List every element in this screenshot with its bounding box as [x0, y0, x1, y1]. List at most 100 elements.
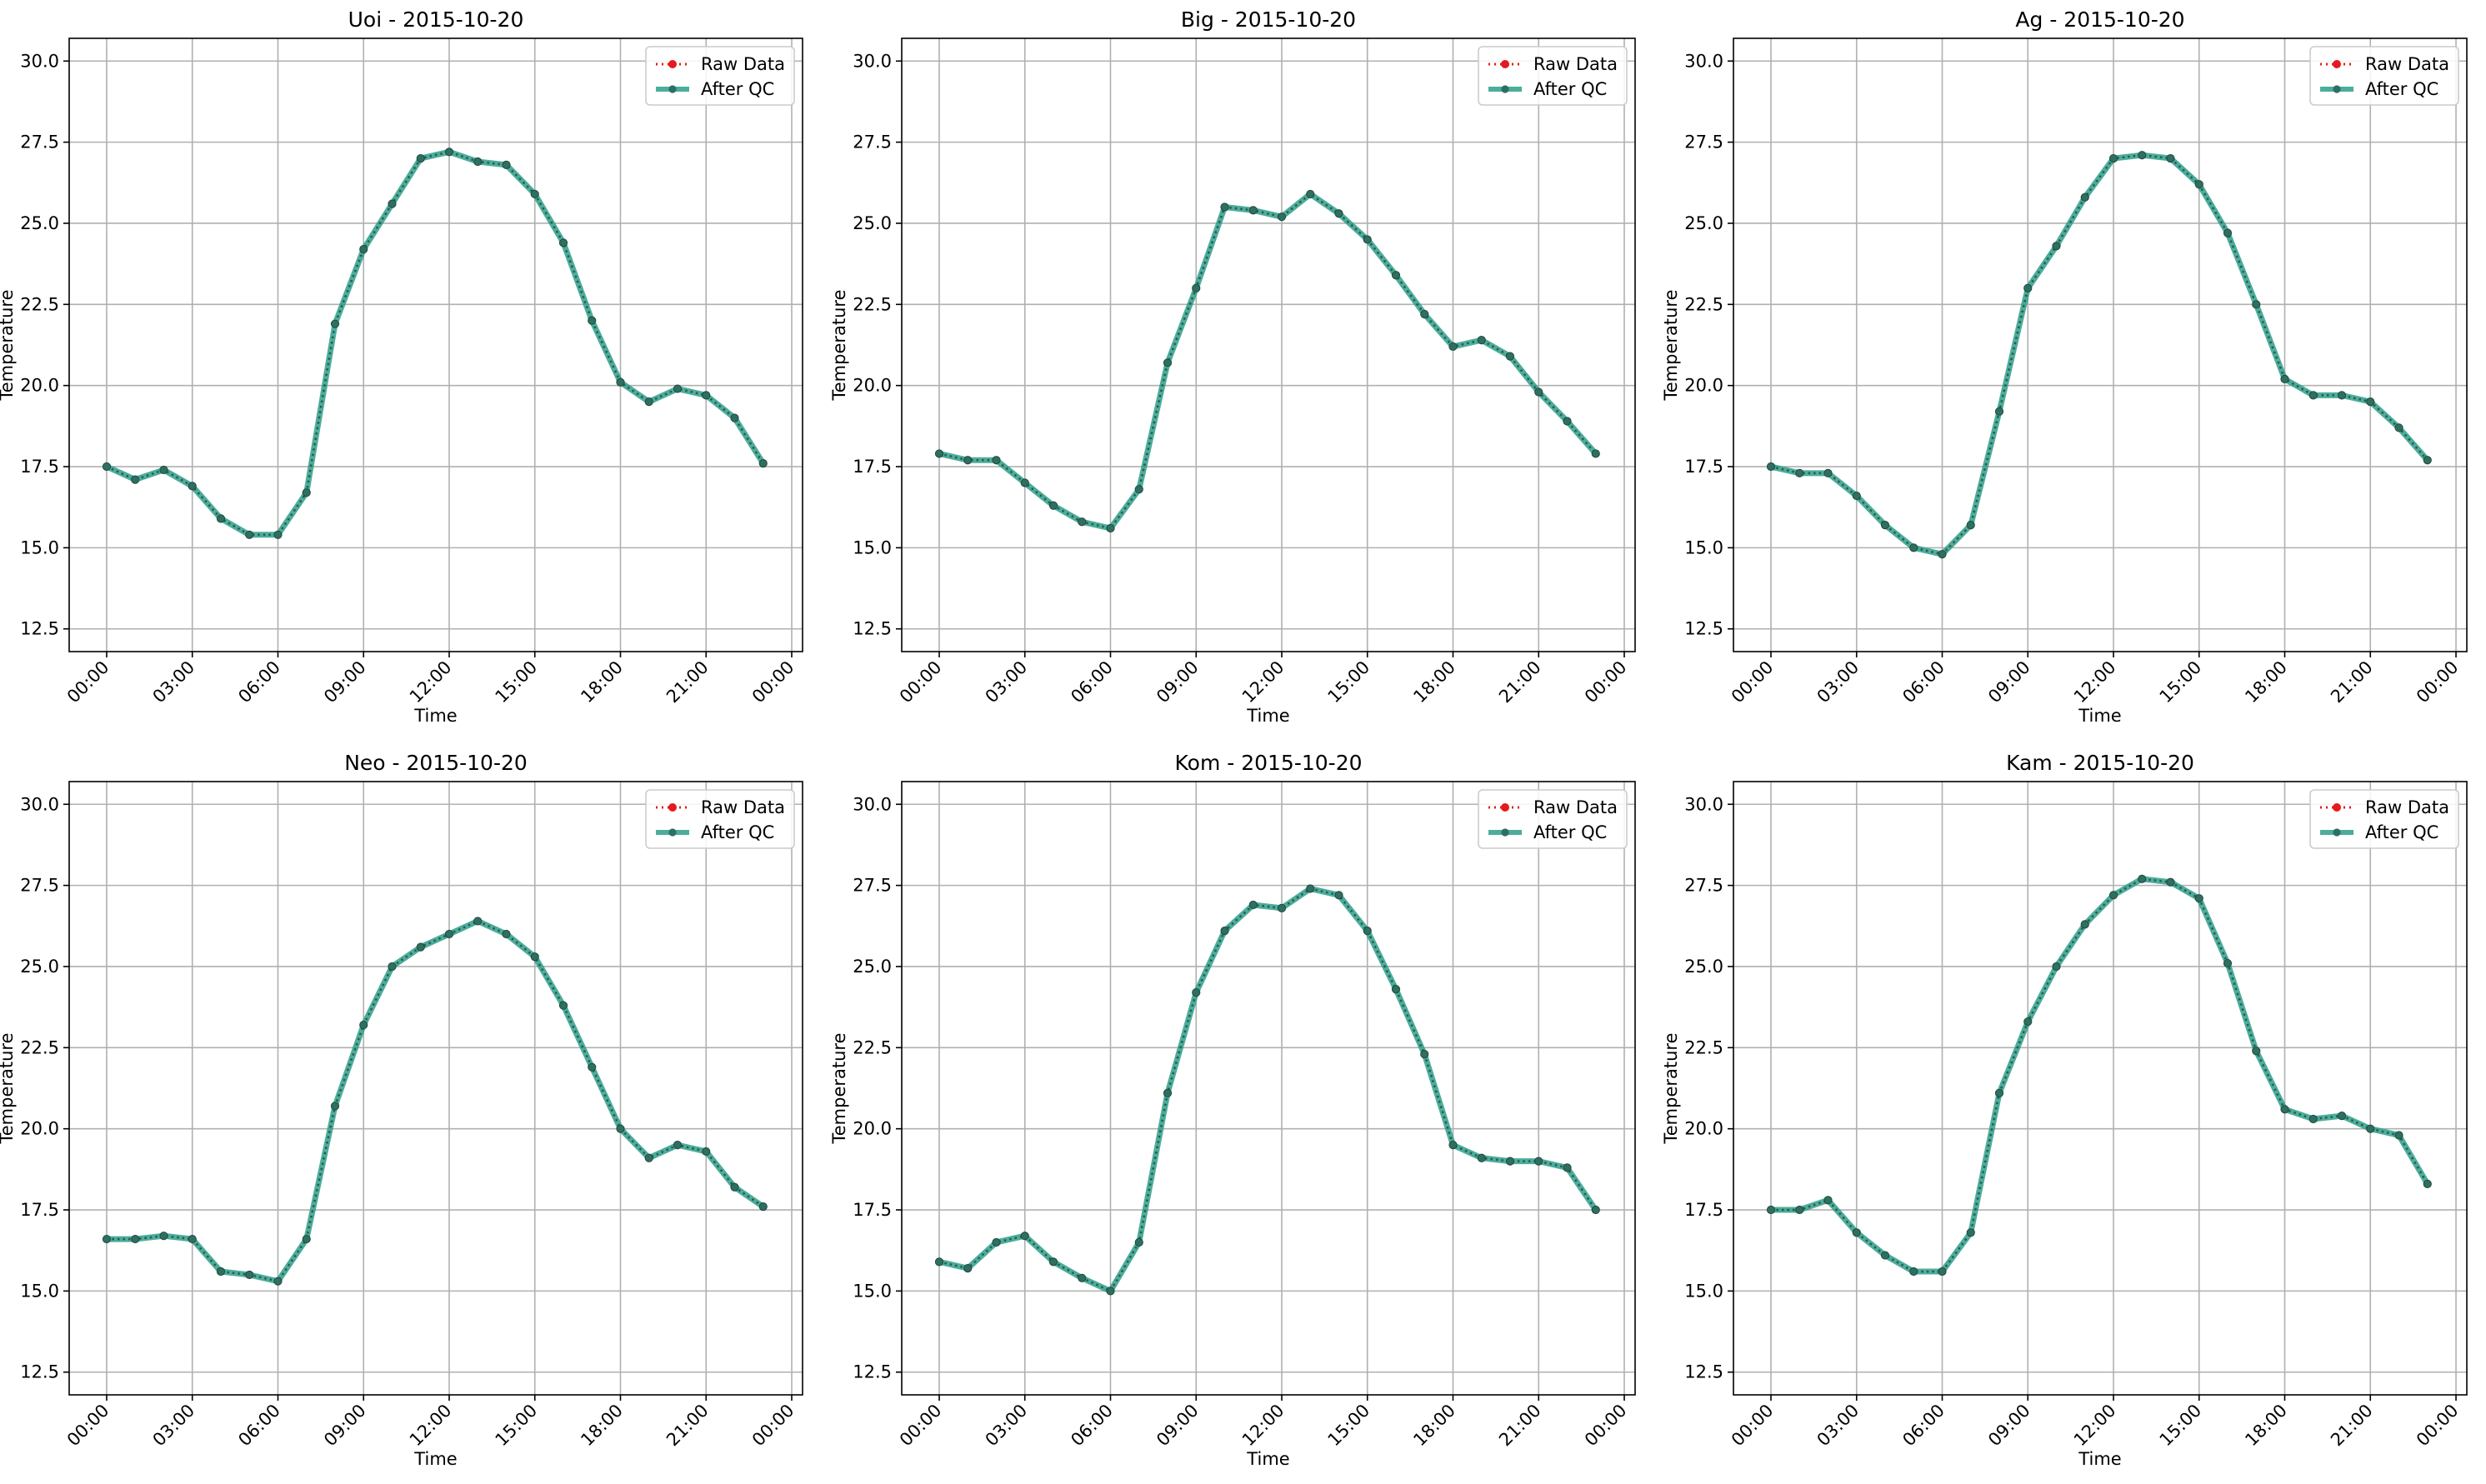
data-point: [473, 157, 483, 167]
data-point: [730, 1182, 739, 1192]
data-point: [616, 1124, 625, 1133]
data-point: [992, 1237, 1001, 1247]
x-tick-label: 03:00: [149, 657, 199, 707]
data-point: [131, 1234, 140, 1244]
x-axis-label: Time: [1246, 1449, 1289, 1469]
data-point: [1766, 1205, 1776, 1215]
x-tick-label: 00:00: [1581, 657, 1631, 707]
data-point: [1134, 1237, 1143, 1247]
y-tick-label: 12.5: [20, 619, 59, 639]
x-tick-label: 03:00: [149, 1401, 199, 1451]
data-point: [1363, 235, 1372, 244]
legend-marker-raw-data: [668, 60, 677, 68]
data-point: [1020, 478, 1029, 487]
legend-marker-after-qc: [2333, 85, 2341, 93]
data-point: [102, 1234, 112, 1244]
data-point: [1591, 1205, 1600, 1215]
series-line-raw-data: [938, 887, 1597, 1293]
data-point: [644, 397, 653, 407]
data-point: [388, 962, 397, 972]
chart-panel: Kom - 2015-10-20 12.5 15.0 17.5 20.0 22.5 25.0…: [829, 751, 1636, 1469]
y-tick-label: 25.0: [20, 213, 59, 233]
data-point: [1048, 1257, 1058, 1267]
legend-label-raw-data: Raw Data: [701, 54, 785, 74]
y-tick-label: 15.0: [20, 537, 59, 557]
data-point: [216, 514, 226, 523]
data-point: [1795, 1205, 1804, 1215]
data-point: [2394, 423, 2403, 432]
data-point: [1591, 449, 1600, 458]
data-point: [1448, 1141, 1458, 1150]
grid: [69, 38, 803, 652]
y-tick-label: 15.0: [20, 1281, 59, 1301]
data-point: [416, 153, 425, 163]
data-point: [416, 942, 425, 952]
series-line-after-qc: [936, 886, 1599, 1294]
data-point: [644, 1153, 653, 1162]
x-tick-label: 00:00: [896, 1401, 946, 1451]
data-point: [473, 917, 483, 926]
plot-frame: [901, 37, 1636, 652]
legend-marker-raw-data: [1501, 803, 1509, 812]
y-tick-label: 17.5: [20, 1200, 59, 1220]
x-tick-label: 00:00: [1581, 1401, 1631, 1451]
x-tick-label: 15:00: [2156, 1401, 2206, 1451]
y-tick-label: 20.0: [853, 1119, 892, 1139]
data-point: [1823, 1196, 1833, 1205]
data-point: [2023, 1017, 2033, 1027]
data-point: [2080, 192, 2089, 202]
series-line-after-qc: [103, 917, 767, 1285]
x-tick-label: 21:00: [1495, 657, 1545, 707]
y-tick-label: 12.5: [853, 1362, 892, 1382]
y-tick-label: 17.5: [853, 457, 892, 477]
data-point: [1334, 209, 1343, 218]
data-point: [1966, 521, 1975, 530]
data-point: [302, 1234, 311, 1244]
data-point: [1306, 189, 1315, 199]
data-point: [2166, 877, 2175, 887]
legend: Raw Data After QC: [645, 789, 795, 849]
data-point: [2080, 920, 2089, 929]
y-tick-label: 27.5: [20, 876, 59, 896]
x-tick-label: 15:00: [2156, 657, 2206, 707]
data-point: [1163, 358, 1173, 367]
data-point: [1220, 927, 1229, 936]
data-point: [934, 1257, 944, 1267]
data-point: [1048, 501, 1058, 510]
y-tick-label: 27.5: [20, 132, 59, 152]
data-point: [1306, 884, 1315, 893]
x-tick-label: 09:00: [1153, 1401, 1203, 1451]
legend-label-raw-data: Raw Data: [2365, 797, 2449, 817]
legend-marker-after-qc: [668, 828, 677, 837]
series-line-raw-data: [1770, 153, 2428, 556]
x-tick-label: 09:00: [1153, 657, 1203, 707]
data-point: [730, 413, 739, 422]
y-tick-label: 30.0: [20, 794, 59, 814]
y-tick-label: 30.0: [20, 51, 59, 71]
data-point: [1192, 283, 1201, 292]
x-tick-label: 12:00: [1238, 657, 1288, 707]
data-point: [1220, 202, 1229, 212]
series-line-raw-data: [107, 920, 764, 1283]
data-point: [1909, 1267, 1918, 1277]
y-tick-label: 30.0: [853, 51, 892, 71]
data-point: [388, 199, 397, 208]
data-point: [1477, 336, 1486, 345]
y-tick-label: 12.5: [853, 619, 892, 639]
x-tick-label: 18:00: [1409, 1401, 1459, 1451]
y-tick-label: 30.0: [1684, 794, 1723, 814]
y-tick-label: 20.0: [1684, 1119, 1723, 1139]
y-axis-label: Temperature: [829, 1032, 849, 1144]
y-tick-label: 27.5: [853, 876, 892, 896]
x-tick-label: 15:00: [1324, 1401, 1374, 1451]
series-line-after-qc: [936, 191, 1599, 532]
panel-title: Kam - 2015-10-20: [2006, 751, 2194, 775]
data-point: [2052, 962, 2061, 972]
x-axis-label: Time: [2078, 1449, 2121, 1469]
data-point: [1852, 491, 1861, 501]
data-point: [2308, 1114, 2318, 1124]
chart-panel: Big - 2015-10-20 12.5 15.0 17.5 20.0 22.5 25.0…: [829, 7, 1636, 726]
data-point: [330, 1102, 340, 1111]
plot-frame: [68, 37, 803, 652]
